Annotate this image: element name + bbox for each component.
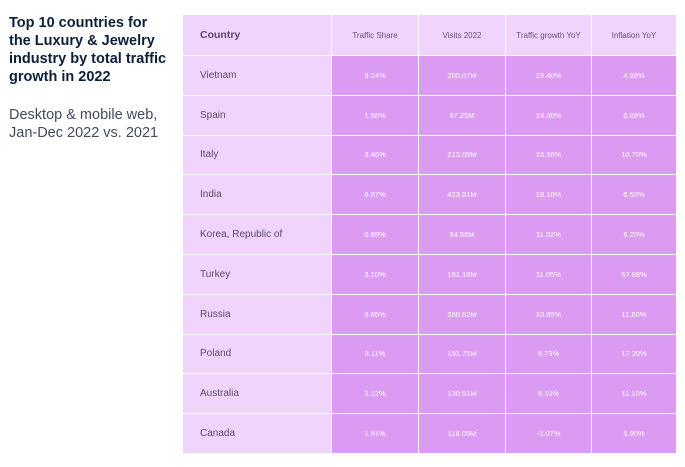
value-cell: 57.68% (591, 253, 677, 295)
column-header-traffic-share: Traffic Share (331, 14, 419, 56)
value-cell: 3.11% (331, 333, 419, 375)
value-cell: 29.40% (505, 55, 592, 96)
value-cell: 3.46% (331, 134, 419, 176)
value-cell: 11.10% (591, 373, 677, 415)
value-cell: 5.89% (591, 94, 677, 136)
country-cell: Vietnam (182, 55, 332, 96)
value-cell: 4.89% (591, 55, 677, 96)
data-table: Country Traffic Share Visits 2022 Traffi… (182, 14, 677, 454)
value-cell: 54.58M (418, 214, 506, 255)
value-cell: 10.85% (505, 293, 592, 335)
value-cell: 1.58% (331, 94, 419, 136)
value-cell: 191.18M (418, 253, 506, 295)
country-cell: Turkey (182, 253, 332, 295)
column-header-country: Country (182, 14, 332, 56)
value-cell: 191.75M (418, 333, 506, 375)
country-cell: India (182, 174, 332, 216)
column-header-inflation: Inflation YoY (591, 14, 677, 56)
value-cell: 16.56% (505, 134, 592, 176)
table-row: Poland 3.11% 191.75M 9.73% 17.20% (182, 333, 677, 375)
value-cell: 3.10% (331, 253, 419, 295)
country-cell: Italy (182, 134, 332, 176)
value-cell: 0.89% (331, 214, 419, 255)
table-row: Turkey 3.10% 191.18M 11.05% 57.68% (182, 253, 677, 295)
chart-subtitle: Desktop & mobile web, Jan-Dec 2022 vs. 2… (9, 107, 159, 141)
country-cell: Spain (182, 94, 332, 136)
value-cell: 3.24% (331, 55, 419, 96)
value-cell: 97.25M (418, 94, 506, 136)
value-cell: 5.20% (591, 214, 677, 255)
country-cell: Australia (182, 373, 332, 415)
value-cell: 200.07M (418, 55, 506, 96)
column-header-traffic-growth: Traffic growth YoY (505, 14, 592, 56)
table-row: Spain 1.58% 97.25M 19.30% 5.89% (182, 94, 677, 136)
table-header-row: Country Traffic Share Visits 2022 Traffi… (182, 14, 677, 56)
value-cell: 213.09M (418, 134, 506, 176)
value-cell: 17.20% (591, 333, 677, 375)
value-cell: -3.07% (505, 413, 592, 454)
table-body: Vietnam 3.24% 200.07M 29.40% 4.89% Spain 1.58%… (182, 55, 677, 454)
table-row: Vietnam 3.24% 200.07M 29.40% 4.89% (182, 55, 677, 96)
value-cell: 9.10% (505, 373, 592, 415)
table-row: Italy 3.46% 213.09M 16.56% 10.70% (182, 134, 677, 176)
value-cell: 130.91M (418, 373, 506, 415)
table-row: Canada 1.91% 118.05M -3.07% 5.90% (182, 413, 677, 454)
value-cell: 5.90% (591, 413, 677, 454)
sidebar: Top 10 countries for the Luxury & Jewelr… (9, 14, 171, 142)
value-cell: 11.05% (505, 253, 592, 295)
value-cell: 1.91% (331, 413, 419, 454)
table-row: Korea, Republic of 0.89% 54.58M 11.32% 5.20% (182, 214, 677, 255)
column-header-visits-2022: Visits 2022 (418, 14, 506, 56)
value-cell: 2.12% (331, 373, 419, 415)
value-cell: 11.80% (591, 293, 677, 335)
value-cell: 6.87% (331, 174, 419, 216)
country-cell: Poland (182, 333, 332, 375)
value-cell: 11.32% (505, 214, 592, 255)
value-cell: 5.85% (331, 293, 419, 335)
value-cell: 19.30% (505, 94, 592, 136)
chart-title: Top 10 countries for the Luxury & Jewelr… (9, 15, 167, 85)
country-cell: Korea, Republic of (182, 214, 332, 255)
value-cell: 6.50% (591, 174, 677, 216)
value-cell: 118.05M (418, 413, 506, 454)
value-cell: 423.81M (418, 174, 506, 216)
value-cell: 9.73% (505, 333, 592, 375)
table-row: India 6.87% 423.81M 18.10% 6.50% (182, 174, 677, 216)
table-row: Australia 2.12% 130.91M 9.10% 11.10% (182, 373, 677, 415)
country-cell: Russia (182, 293, 332, 335)
country-cell: Canada (182, 413, 332, 454)
value-cell: 18.10% (505, 174, 592, 216)
value-cell: 10.70% (591, 134, 677, 176)
table-row: Russia 5.85% 360.82M 10.85% 11.80% (182, 293, 677, 335)
value-cell: 360.82M (418, 293, 506, 335)
